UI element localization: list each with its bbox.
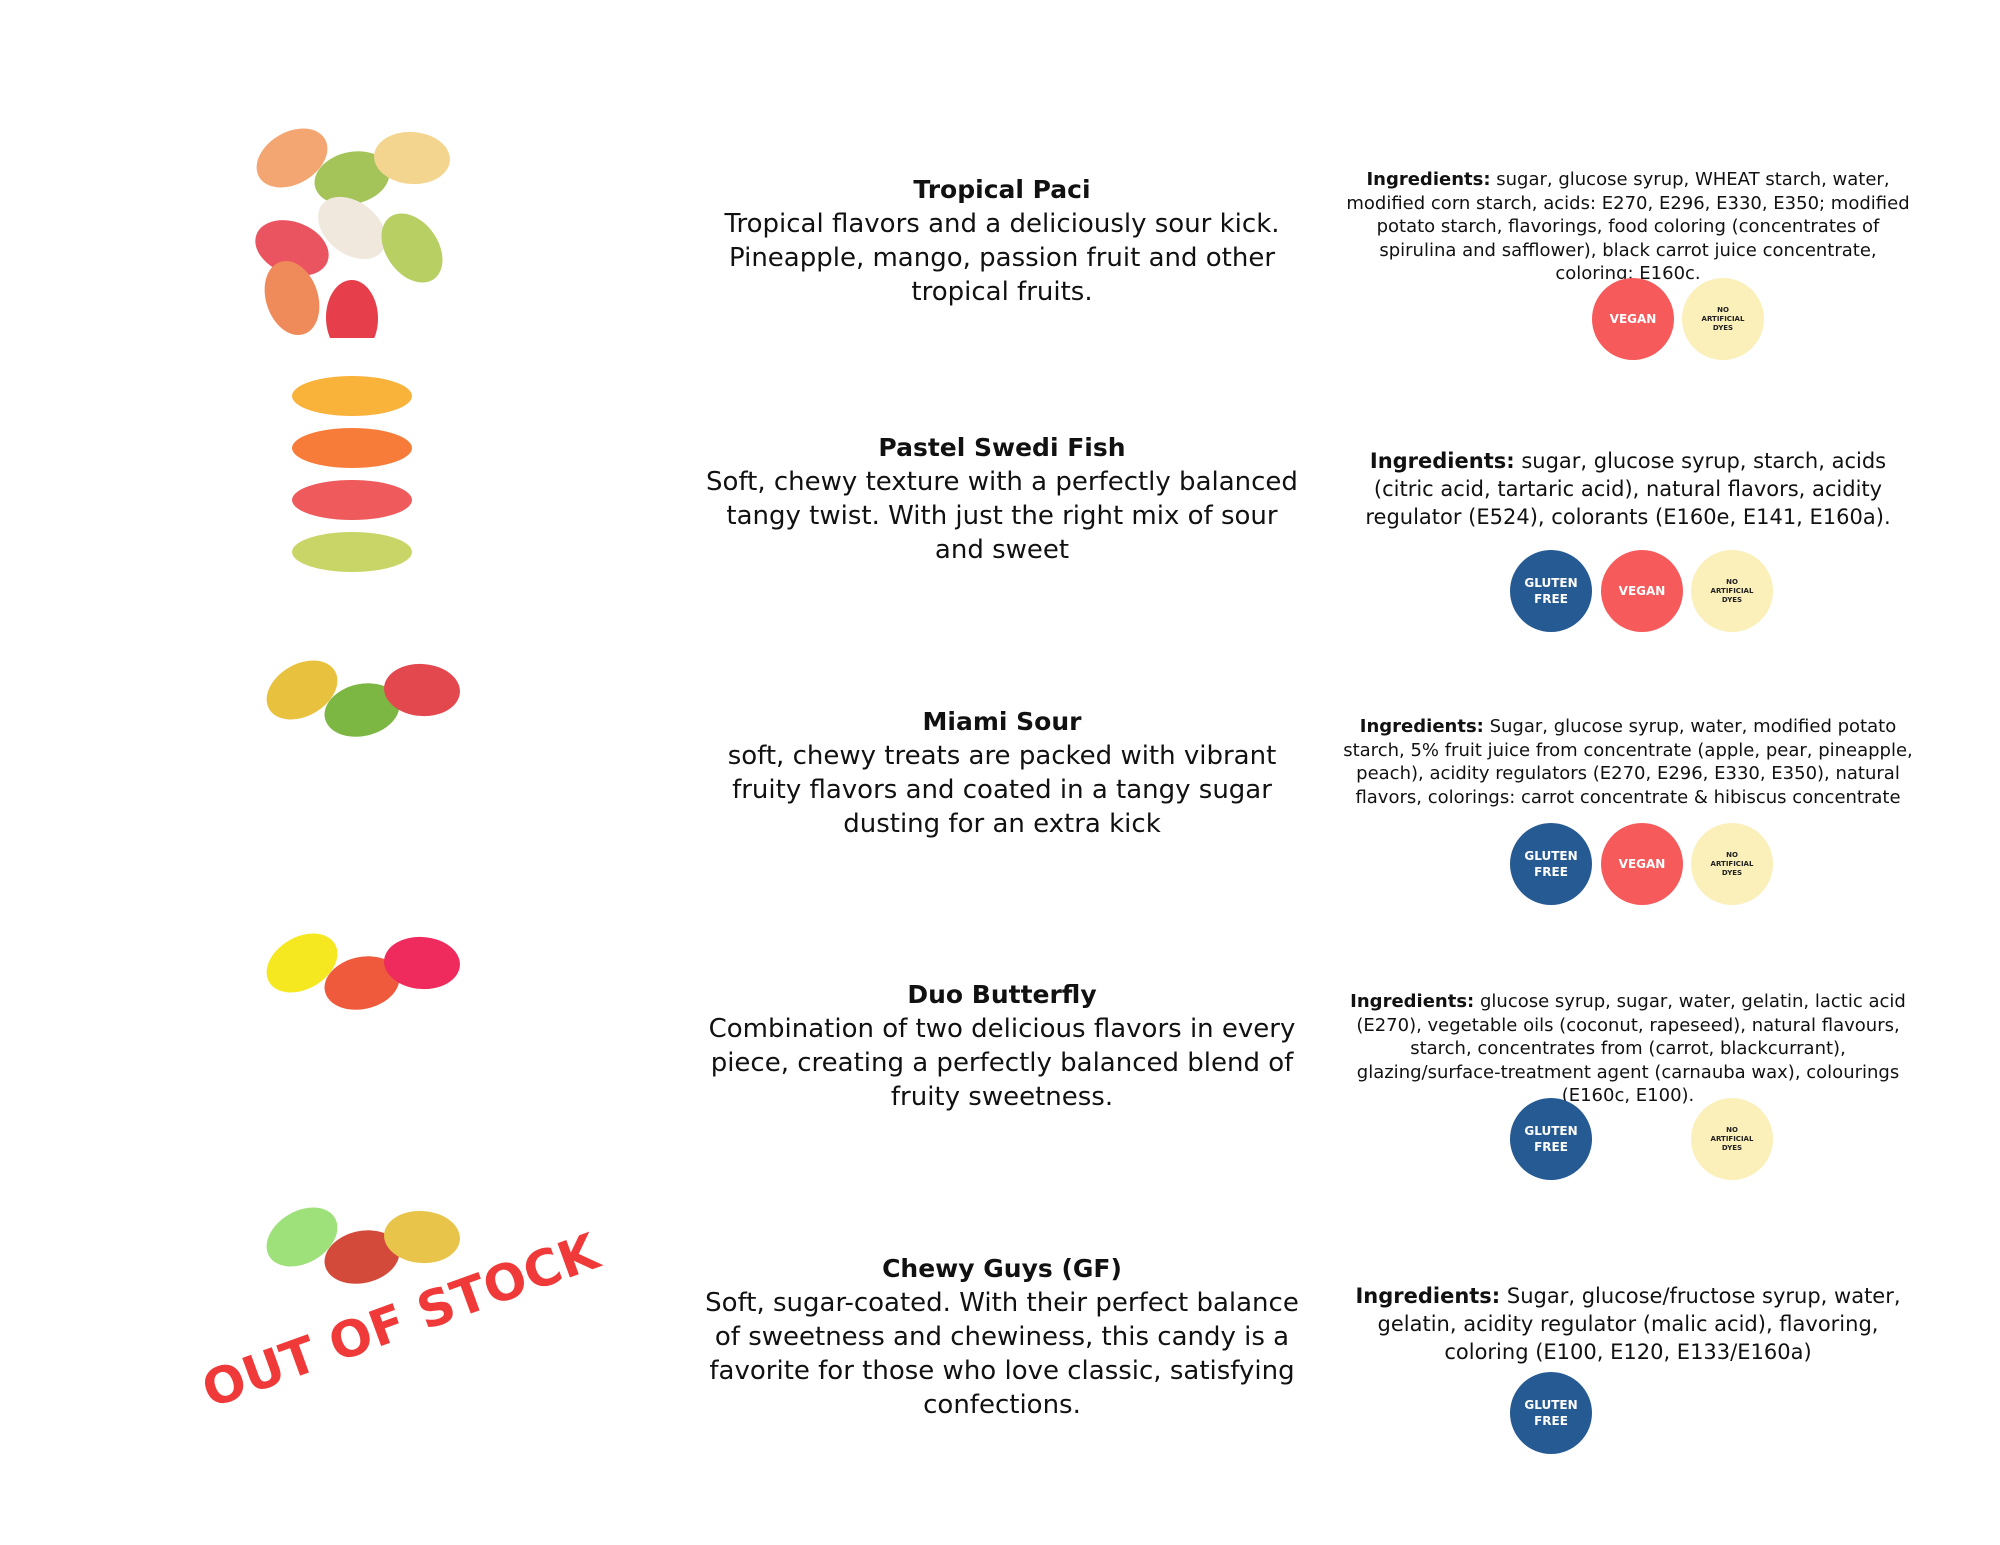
ingredients-text: sugar, glucose syrup, starch, acids (cit… — [1365, 449, 1891, 529]
ingredients-text: sugar, glucose syrup, WHEAT starch, wate… — [1346, 169, 1910, 284]
candy-shape — [318, 196, 386, 260]
description-text: Tropical flavors and a deliciously sour … — [724, 209, 1280, 307]
ingredients: Ingredients: sugar, glucose syrup, starc… — [1343, 447, 1913, 531]
candy-shape — [292, 428, 412, 468]
candy-shape — [324, 956, 400, 1010]
product-name: Duo Butterfly — [907, 980, 1097, 1009]
candy-shape — [266, 1207, 338, 1267]
product-description: Pastel Swedi Fish Soft, chewy texture wit… — [702, 431, 1302, 567]
ingredients-label: Ingredients: — [1359, 716, 1484, 737]
candy-shape — [325, 280, 379, 338]
ingredients-text: Sugar, glucose/fructose syrup, water, ge… — [1377, 1284, 1901, 1364]
candy-shape — [264, 260, 320, 336]
candy-shape — [266, 660, 338, 720]
ingredients-label: Ingredients: — [1350, 991, 1475, 1012]
ingredients-label: Ingredients: — [1366, 169, 1491, 190]
badge: GLUTEN FREE — [1510, 1098, 1592, 1180]
badge: GLUTEN FREE — [1510, 823, 1592, 905]
candy-shape — [292, 376, 412, 416]
ingredients: Ingredients: Sugar, glucose syrup, water… — [1343, 715, 1913, 809]
product-description: Chewy Guys (GF) Soft, sugar-coated. With … — [702, 1252, 1302, 1422]
badge: VEGAN — [1601, 550, 1683, 632]
candy-shape — [384, 663, 460, 717]
product-description: Tropical Paci Tropical flavors and a deli… — [702, 173, 1302, 309]
product-image — [266, 1207, 460, 1284]
candy-shape — [374, 131, 450, 185]
product-name: Chewy Guys (GF) — [882, 1254, 1122, 1283]
badge: NO ARTIFICIAL DYES — [1691, 550, 1773, 632]
description-text: Soft, sugar-coated. With their perfect b… — [705, 1288, 1299, 1420]
badge: VEGAN — [1592, 278, 1674, 360]
candy-shape — [324, 683, 400, 737]
product-name: Pastel Swedi Fish — [878, 433, 1126, 462]
candy-shape — [256, 128, 328, 188]
ingredients-text: Sugar, glucose syrup, water, modified po… — [1343, 716, 1913, 808]
product-image — [266, 660, 460, 737]
ingredients-label: Ingredients: — [1369, 449, 1515, 473]
candy-shape — [292, 480, 412, 520]
ingredients: Ingredients: glucose syrup, sugar, water… — [1343, 990, 1913, 1108]
description-text: Combination of two delicious flavors in … — [708, 1014, 1296, 1112]
badge: GLUTEN FREE — [1510, 550, 1592, 632]
badge: NO ARTIFICIAL DYES — [1691, 1098, 1773, 1180]
candy-shape — [255, 220, 329, 276]
candy-shape — [292, 532, 412, 572]
description-text: soft, chewy treats are packed with vibra… — [727, 741, 1277, 839]
ingredients-label: Ingredients: — [1355, 1284, 1501, 1308]
badge: NO ARTIFICIAL DYES — [1682, 278, 1764, 360]
product-image — [266, 933, 460, 1010]
ingredients: Ingredients: sugar, glucose syrup, WHEAT… — [1343, 168, 1913, 286]
badge: NO ARTIFICIAL DYES — [1691, 823, 1773, 905]
badge: VEGAN — [1601, 823, 1683, 905]
product-image — [255, 128, 450, 338]
candy-shape — [266, 933, 338, 993]
badge: GLUTEN FREE — [1510, 1372, 1592, 1454]
product-name: Miami Sour — [922, 707, 1082, 736]
product-description: Miami Sour soft, chewy treats are packed … — [702, 705, 1302, 841]
product-image — [292, 376, 412, 572]
product-description: Duo Butterfly Combination of two deliciou… — [702, 978, 1302, 1114]
ingredients: Ingredients: Sugar, glucose/fructose syr… — [1343, 1282, 1913, 1366]
candy-shape — [324, 1230, 400, 1284]
description-text: Soft, chewy texture with a perfectly bal… — [706, 467, 1298, 565]
candy-shape — [384, 936, 460, 990]
product-name: Tropical Paci — [913, 175, 1091, 204]
candy-shape — [384, 1210, 460, 1264]
candy-shape — [381, 213, 443, 283]
candy-shape — [314, 151, 390, 205]
ingredients-text: glucose syrup, sugar, water, gelatin, la… — [1356, 991, 1906, 1106]
